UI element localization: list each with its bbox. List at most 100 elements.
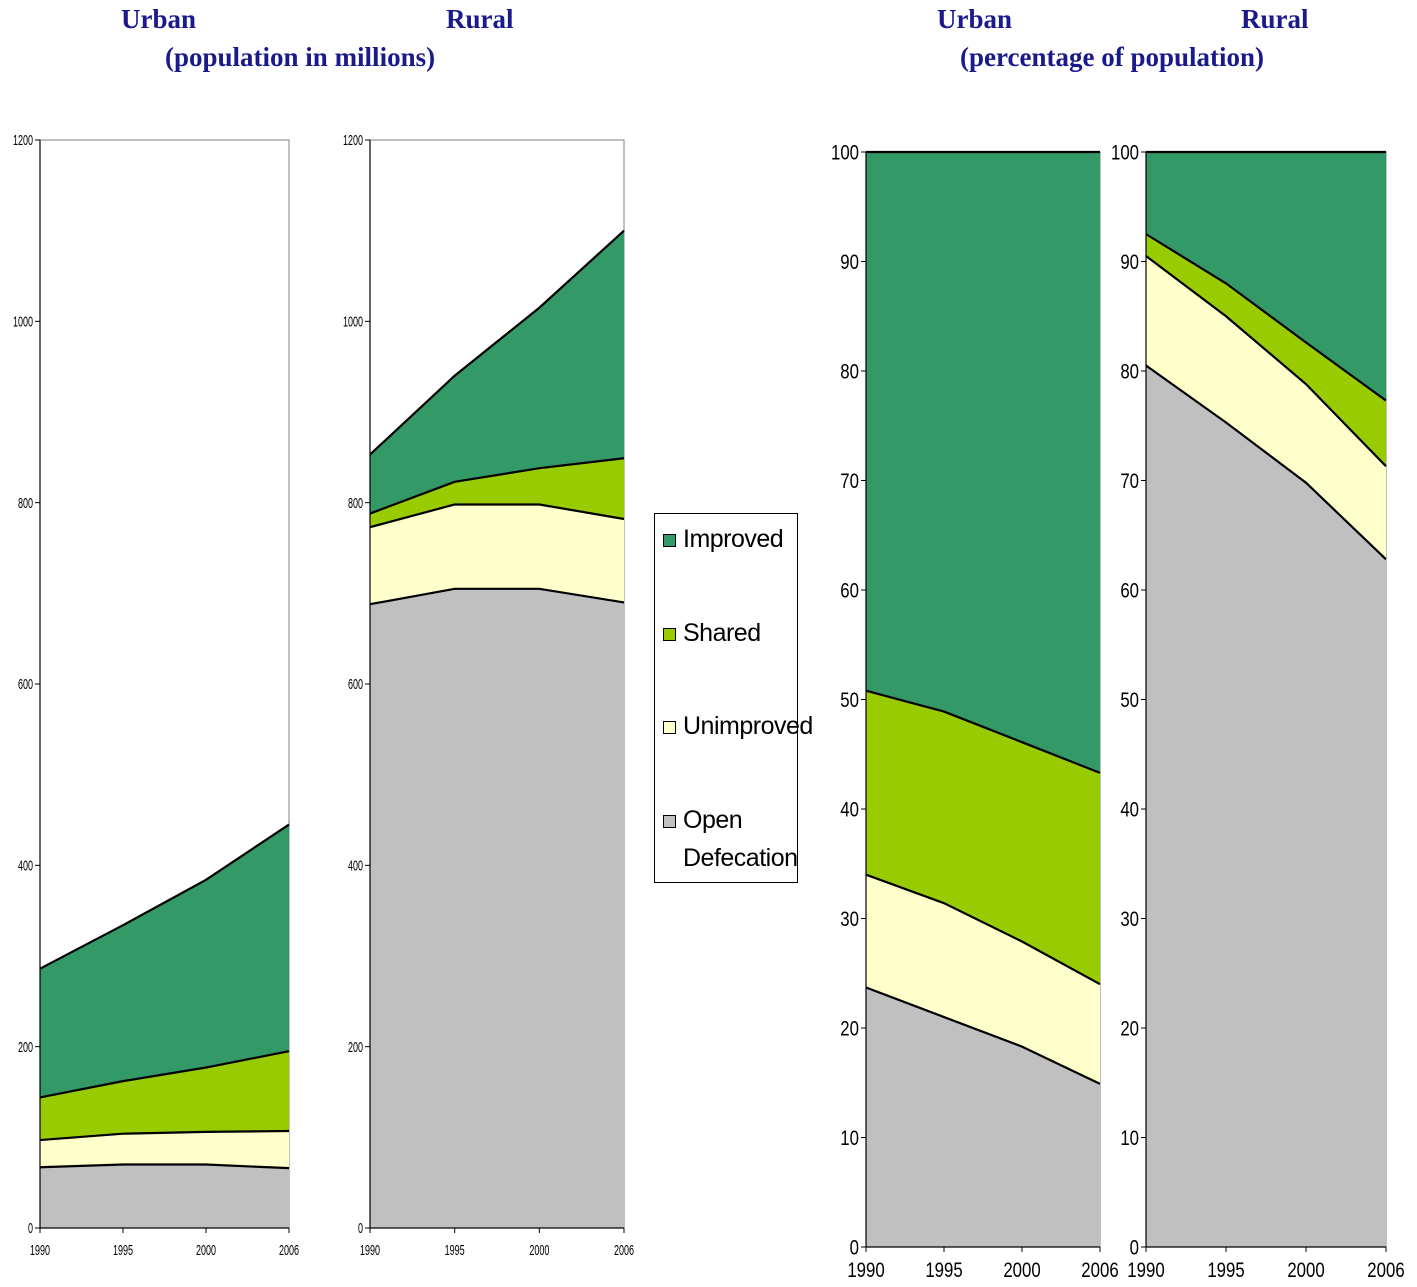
line-shared	[1145, 233, 1387, 402]
y-tick-label: 800	[18, 495, 33, 512]
legend-swatch-shared	[663, 628, 676, 641]
line-open-defecation	[369, 587, 625, 606]
y-tick-label: 50	[1120, 689, 1139, 712]
y-tick-label: 1200	[343, 132, 363, 149]
y-tick-label: 60	[840, 580, 859, 603]
line-open-defecation	[865, 986, 1101, 1085]
legend-item-open-defecation: Open Defecation	[663, 801, 801, 877]
area-improved	[1146, 152, 1386, 401]
legend-item-unimproved: Unimproved	[663, 707, 813, 745]
y-tick-label: 50	[840, 689, 859, 712]
title-right-subtitle: (percentage of population)	[960, 42, 1264, 72]
x-tick-label: 2000	[196, 1242, 216, 1259]
area-improved	[370, 230, 624, 514]
line-open-defecation	[39, 1163, 290, 1170]
x-tick-label: 1995	[113, 1242, 133, 1259]
x-tick-label: 1990	[360, 1242, 380, 1259]
x-tick-label: 2006	[1081, 1259, 1118, 1282]
y-tick-label: 400	[348, 857, 363, 874]
y-tick-label: 10	[1120, 1127, 1139, 1150]
area-unimproved	[40, 1130, 289, 1169]
area-unimproved	[866, 874, 1100, 1084]
area-shared	[866, 690, 1100, 985]
x-tick-label: 1990	[847, 1259, 884, 1282]
y-tick-label: 0	[28, 1220, 33, 1237]
legend-swatch-unimproved	[663, 721, 676, 734]
y-tick-label: 600	[348, 676, 363, 693]
x-tick-label: 1995	[1207, 1259, 1244, 1282]
line-improved	[39, 823, 290, 970]
y-tick-label: 60	[1120, 580, 1139, 603]
area-open-defecation	[40, 1164, 289, 1228]
area-shared	[40, 1051, 289, 1141]
legend-label-shared: Shared	[683, 619, 761, 647]
y-tick-label: 1000	[13, 313, 33, 330]
x-tick-label: 1990	[30, 1242, 50, 1259]
title-left-subtitle: (population in millions)	[165, 42, 436, 72]
x-tick-label: 1990	[1127, 1259, 1164, 1282]
line-unimproved	[865, 873, 1101, 986]
y-tick-label: 0	[358, 1220, 363, 1237]
title-right-rural: Rural	[1241, 4, 1309, 34]
area-improved	[866, 152, 1100, 773]
line-unimproved	[1145, 255, 1387, 468]
y-tick-label: 70	[840, 470, 859, 493]
legend-label-improved: Improved	[683, 525, 784, 553]
y-tick-label: 40	[840, 799, 859, 822]
chart-legend: Improved Shared Unimproved Open Defecati…	[654, 513, 813, 883]
y-tick-label: 10	[840, 1127, 859, 1150]
area-open-defecation	[1146, 365, 1386, 1247]
y-tick-label: 1200	[13, 132, 33, 149]
x-tick-label: 2000	[1287, 1259, 1324, 1282]
y-tick-label: 80	[840, 361, 859, 384]
y-tick-label: 70	[1120, 470, 1139, 493]
legend-item-shared: Shared	[663, 614, 801, 652]
y-tick-label: 800	[348, 495, 363, 512]
x-tick-label: 2000	[1003, 1259, 1040, 1282]
line-shared	[865, 689, 1101, 774]
y-tick-label: 0	[850, 1237, 859, 1260]
area-improved	[40, 824, 289, 1098]
y-tick-label: 30	[840, 908, 859, 931]
legend-item-improved: Improved	[663, 520, 801, 558]
title-left-urban: Urban	[121, 4, 197, 34]
y-tick-label: 200	[348, 1039, 363, 1056]
y-tick-label: 80	[1120, 361, 1139, 384]
y-tick-label: 20	[840, 1018, 859, 1041]
legend-label-unimproved: Unimproved	[683, 712, 813, 740]
legend-swatch-improved	[663, 534, 676, 547]
x-tick-label: 2000	[529, 1242, 549, 1259]
title-left-rural: Rural	[446, 4, 514, 34]
area-open-defecation	[866, 987, 1100, 1247]
y-tick-label: 600	[18, 676, 33, 693]
y-tick-label: 30	[1120, 908, 1139, 931]
x-tick-label: 1995	[445, 1242, 465, 1259]
line-shared	[369, 457, 625, 515]
y-tick-label: 400	[18, 857, 33, 874]
y-tick-label: 40	[1120, 799, 1139, 822]
y-tick-label: 90	[840, 251, 859, 274]
y-tick-label: 1000	[343, 313, 363, 330]
area-open-defecation	[370, 588, 624, 1228]
line-shared	[39, 1050, 290, 1099]
x-tick-label: 2006	[1367, 1259, 1404, 1282]
area-unimproved	[370, 504, 624, 605]
legend-label-open-defecation: Open Defecation	[683, 806, 798, 872]
line-improved	[369, 229, 625, 456]
y-tick-label: 0	[1130, 1237, 1139, 1260]
y-tick-label: 90	[1120, 251, 1139, 274]
legend-swatch-open-defecation	[663, 815, 676, 828]
x-tick-label: 2006	[614, 1242, 634, 1259]
y-tick-label: 20	[1120, 1018, 1139, 1041]
y-tick-label: 200	[18, 1039, 33, 1056]
x-tick-label: 2006	[279, 1242, 299, 1259]
y-tick-label: 100	[1111, 142, 1139, 165]
area-unimproved	[1146, 256, 1386, 560]
y-tick-label: 100	[831, 142, 859, 165]
line-unimproved	[369, 503, 625, 529]
title-right-urban: Urban	[937, 4, 1013, 34]
line-unimproved	[39, 1129, 290, 1142]
x-tick-label: 1995	[925, 1259, 962, 1282]
line-open-defecation	[1145, 364, 1387, 561]
